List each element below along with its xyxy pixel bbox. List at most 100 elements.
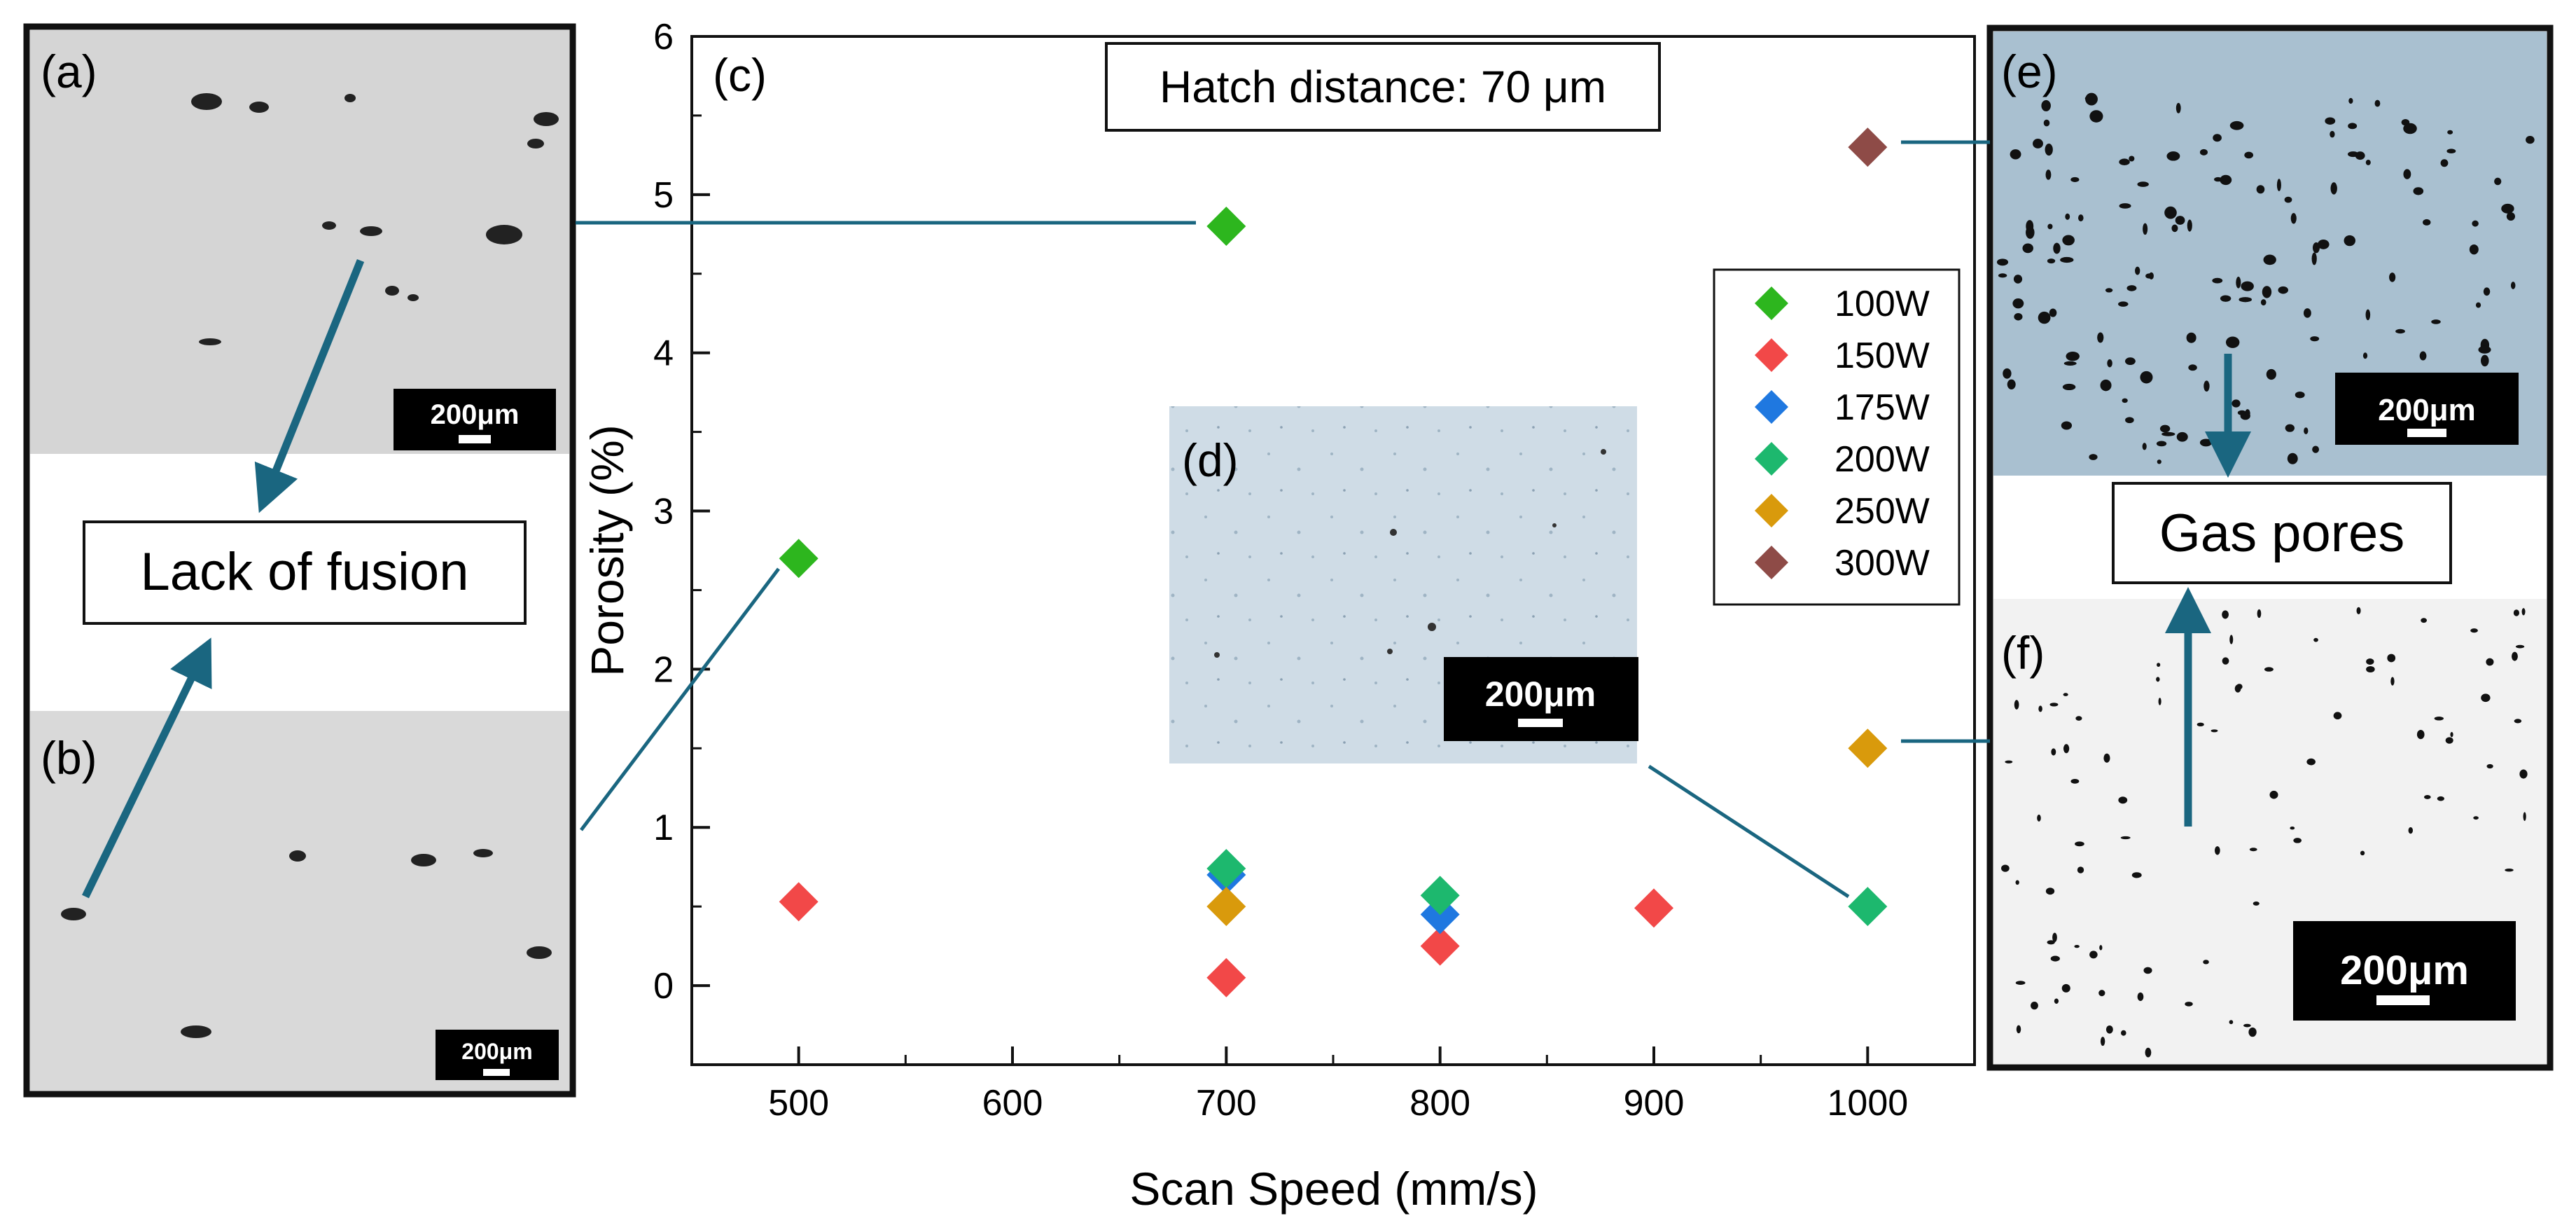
pore [2045,170,2052,180]
pore [2070,778,2080,784]
pore [2140,371,2153,384]
legend-label-200w: 200W [1834,439,1930,480]
pore [2348,97,2353,104]
pore [2222,610,2229,619]
pore [2188,364,2197,371]
pore [2050,955,2060,962]
pore [2481,354,2489,367]
pore [2519,769,2528,779]
pore [2356,607,2361,614]
legend-label-150w: 150W [1834,336,1930,376]
legend-box [1713,268,1961,606]
point-200w [1420,876,1460,915]
point-150w [779,882,819,922]
scale-bar-b-text: 200μm [461,1039,532,1064]
x-tick-label: 800 [1409,1083,1470,1124]
axis-ticks [690,35,1976,1066]
inset-micrograph-d: 200μm (d) [1169,406,1638,763]
pore [2293,838,2302,843]
pore [2119,203,2131,209]
pore [2176,431,2188,442]
scale-bar-d-line [1518,719,1563,727]
point-200w [1848,887,1888,927]
pore [2303,308,2311,318]
pore [2015,880,2019,885]
pore [2419,351,2427,361]
pore [2387,654,2396,663]
pore [2472,220,2479,227]
pore [2143,223,2148,235]
pore [2137,181,2149,187]
scale-bar-b-line [483,1069,510,1076]
pore [2348,123,2358,130]
pore [2203,380,2210,392]
pore [2440,159,2449,167]
scale-bar-a-text: 200μm [431,399,520,430]
pore [2100,1037,2105,1046]
pore [2203,960,2209,965]
label-f: (f) [2001,627,2045,679]
pore [2403,123,2417,134]
legend: 100W 150W 175W 200W 250W 300W [1713,268,1961,606]
pore [2161,431,2175,436]
pore [2312,445,2320,453]
micrograph-a [30,30,569,454]
pore [2037,814,2041,822]
pore [2295,391,2305,399]
legend-marker-300w [1755,546,1788,579]
pore [2310,336,2320,342]
porosity-scatter-chart: 500 600 700 800 900 1000 0 1 2 3 4 5 6 (c) Hatch dis… [576,17,1990,1215]
pore [2199,148,2208,156]
title-box [1105,42,1661,132]
pore [2446,148,2456,154]
pore [2097,332,2104,343]
pore [2143,967,2152,974]
pore [2119,158,2130,165]
micrograph-f-pores [2001,607,2528,1058]
x-tick-label: 900 [1624,1083,1685,1124]
connector-d-to-200w-1000 [1648,764,1850,899]
pore [2249,848,2257,852]
pore [2196,722,2204,726]
pore [2366,658,2374,665]
pore [2515,644,2525,649]
pore [2062,235,2075,246]
pore [2390,677,2395,686]
pore [2215,846,2220,855]
pore [2038,705,2042,712]
pore [2229,120,2244,130]
connector-b-to-100w-500 [580,567,780,831]
pore [2049,308,2057,317]
pore [2077,866,2084,873]
pore [2478,345,2491,354]
pore [2156,677,2160,682]
pore [2075,716,2082,721]
pore [2171,224,2178,233]
micrograph-d-pores [1214,449,1606,658]
y-axis-label: Porosity (%) [581,424,633,676]
pore [2105,1025,2113,1034]
pore [2481,693,2491,703]
y-tick-label: 5 [653,175,674,216]
pore [2175,216,2185,225]
pore [2013,275,2023,284]
pore [2007,379,2016,390]
micrograph-b [30,711,569,1091]
pore [2159,424,2171,433]
panel-label-c: (c) [713,49,767,101]
point-300w [1848,127,1888,167]
connector-lines [576,140,1990,899]
x-tick-label: 500 [768,1083,829,1124]
pore [2290,826,2295,830]
pore [2089,110,2103,123]
x-axis-label: Scan Speed (mm/s) [1129,1163,1538,1215]
point-200w [1206,848,1246,888]
pore [2157,459,2161,464]
pore [2010,149,2021,160]
axis-tick-labels: 500 600 700 800 900 1000 0 1 2 3 4 5 6 [653,17,1908,1124]
pore [2063,744,2070,754]
pore [2047,258,2056,264]
pore [2100,379,2112,392]
pore [2416,729,2425,740]
